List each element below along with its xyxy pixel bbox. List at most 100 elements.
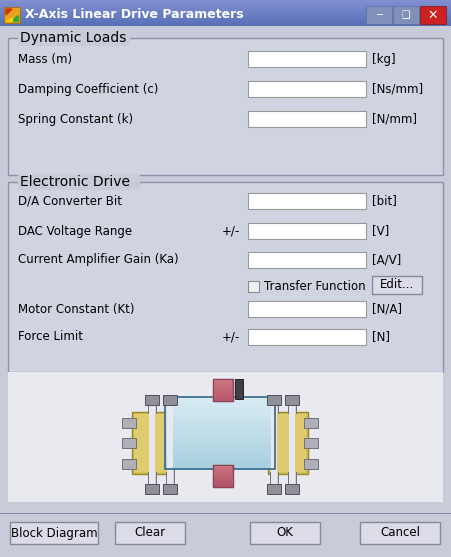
Bar xyxy=(165,436,275,437)
Bar xyxy=(214,484,232,485)
Bar xyxy=(165,431,275,432)
Bar xyxy=(165,466,275,467)
Bar xyxy=(165,410,275,411)
Bar xyxy=(165,437,275,438)
Bar xyxy=(268,412,308,474)
Bar xyxy=(18,174,140,190)
Text: X-Axis Linear Drive Parameters: X-Axis Linear Drive Parameters xyxy=(25,7,244,21)
Text: [Ns/mm]: [Ns/mm] xyxy=(372,82,423,95)
Bar xyxy=(165,453,275,454)
Bar xyxy=(165,440,275,441)
Bar xyxy=(214,395,232,396)
Bar xyxy=(165,426,275,427)
Bar xyxy=(214,468,232,469)
Bar xyxy=(214,391,232,392)
Bar xyxy=(285,395,299,405)
Bar xyxy=(0,20,451,21)
Bar xyxy=(165,456,275,457)
Bar xyxy=(214,382,232,383)
Bar xyxy=(214,482,232,483)
Bar xyxy=(165,443,275,444)
Bar xyxy=(214,471,232,472)
Bar xyxy=(248,301,366,317)
Text: Edit...: Edit... xyxy=(380,278,414,291)
Bar xyxy=(165,452,275,453)
Bar xyxy=(214,477,232,478)
Bar xyxy=(165,418,275,419)
Bar xyxy=(213,465,233,487)
Bar xyxy=(18,30,130,46)
Bar xyxy=(165,460,275,461)
Bar xyxy=(165,459,275,460)
Text: [kg]: [kg] xyxy=(372,52,396,66)
Text: ❑: ❑ xyxy=(402,10,410,20)
Bar xyxy=(270,414,306,472)
Bar xyxy=(0,23,451,24)
Bar xyxy=(213,379,233,401)
Bar xyxy=(8,182,443,372)
Bar xyxy=(165,465,275,466)
Bar xyxy=(165,462,275,463)
Bar xyxy=(250,522,320,544)
Bar xyxy=(0,14,451,15)
Text: Dynamic Loads: Dynamic Loads xyxy=(20,31,126,45)
Bar xyxy=(0,18,451,19)
Bar xyxy=(166,397,174,492)
Bar xyxy=(165,434,275,435)
Bar xyxy=(267,484,281,494)
Text: +/-: +/- xyxy=(222,330,240,344)
Bar xyxy=(214,383,232,384)
Bar xyxy=(214,385,232,386)
Bar xyxy=(214,396,232,397)
Bar xyxy=(165,449,275,450)
Text: Block Diagram: Block Diagram xyxy=(11,526,97,540)
Bar xyxy=(165,464,275,465)
Bar xyxy=(165,442,275,443)
Text: Motor Constant (Kt): Motor Constant (Kt) xyxy=(18,302,134,315)
Bar xyxy=(213,465,233,487)
Bar xyxy=(145,484,159,494)
Bar xyxy=(0,24,451,25)
Bar xyxy=(165,446,275,447)
Bar xyxy=(165,421,275,422)
Bar xyxy=(165,412,275,413)
Text: [N/A]: [N/A] xyxy=(372,302,402,315)
Text: [bit]: [bit] xyxy=(372,194,397,208)
Bar xyxy=(165,427,275,428)
Bar xyxy=(214,397,232,398)
Text: DAC Voltage Range: DAC Voltage Range xyxy=(18,224,132,237)
Bar xyxy=(0,10,451,11)
Bar xyxy=(214,390,232,391)
Bar xyxy=(213,379,233,401)
Bar xyxy=(214,389,232,390)
Bar xyxy=(165,407,275,408)
Bar xyxy=(214,476,232,477)
Bar xyxy=(214,480,232,481)
Bar xyxy=(214,486,232,487)
Text: Current Amplifier Gain (Ka): Current Amplifier Gain (Ka) xyxy=(18,253,179,266)
Bar xyxy=(165,413,275,414)
Bar xyxy=(165,468,275,469)
Bar xyxy=(165,428,275,429)
Bar xyxy=(165,435,275,436)
Bar xyxy=(4,7,20,23)
Bar xyxy=(214,466,232,467)
Bar xyxy=(289,398,295,491)
Bar xyxy=(248,281,259,292)
Bar xyxy=(165,420,275,421)
Bar xyxy=(0,1,451,2)
Bar xyxy=(0,13,451,14)
Bar xyxy=(145,395,159,405)
Bar xyxy=(165,411,275,412)
Bar xyxy=(122,418,136,428)
Bar xyxy=(214,470,232,471)
Text: Damping Coefficient (c): Damping Coefficient (c) xyxy=(18,82,158,95)
Bar xyxy=(165,399,275,400)
Bar xyxy=(214,467,232,468)
Bar xyxy=(0,11,451,12)
Text: Electronic Drive: Electronic Drive xyxy=(20,175,130,189)
Bar xyxy=(8,372,443,502)
Bar xyxy=(248,252,366,268)
Bar xyxy=(165,441,275,442)
Bar xyxy=(366,6,392,24)
